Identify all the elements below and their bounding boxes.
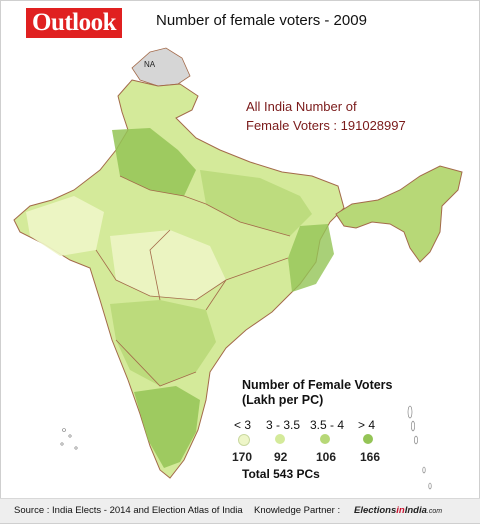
stat-line-1: All India Number of [246, 99, 357, 114]
legend-swatch-35to4 [320, 434, 330, 444]
state-boundaries [95, 175, 291, 387]
india-map [13, 47, 463, 490]
legend-label-gt4: > 4 [358, 418, 376, 432]
legend-swatch-3to35 [275, 434, 285, 444]
source-text: Source : India Elects - 2014 and Electio… [14, 505, 243, 516]
legend-title-line-1: Number of Female Voters [242, 378, 393, 392]
region-north-dense [112, 128, 196, 196]
legend-label-lt3: < 3 [234, 418, 252, 432]
na-label: NA [144, 60, 156, 69]
page-title: Number of female voters - 2009 [156, 12, 367, 29]
legend-swatch-gt4 [363, 434, 373, 444]
knowledge-partner-label: Knowledge Partner : [254, 505, 341, 516]
legend-title: Number of Female Voters (Lakh per PC) [242, 378, 393, 408]
brand-part-india: India [404, 505, 427, 516]
all-india-statistic: All India Number of Female Voters : 1910… [246, 97, 406, 135]
brand-part-elections: Elections [354, 505, 397, 516]
region-deccan [110, 300, 216, 386]
region-west-light [26, 196, 104, 256]
legend-swatch-lt3 [238, 434, 250, 446]
region-east [288, 224, 334, 292]
legend-count-gt4: 166 [360, 450, 381, 464]
legend-label-35to4: 3.5 - 4 [310, 418, 345, 432]
brand-part-in: in [396, 505, 405, 516]
region-south [134, 386, 200, 468]
andaman-islands [407, 405, 432, 490]
outlook-logo: Outlook [26, 8, 123, 38]
legend-label-3to35: 3 - 3.5 [266, 418, 301, 432]
lakshadweep-islands [60, 428, 78, 450]
na-region [131, 47, 191, 87]
stat-line-2: Female Voters : 191028997 [246, 118, 406, 133]
northeast-india [335, 165, 463, 263]
region-central-light [110, 230, 226, 300]
brand-part-dotcom: .com [426, 508, 443, 515]
legend-count-lt3: 170 [232, 450, 253, 464]
source-footer: Source : India Elects - 2014 and Electio… [0, 498, 480, 523]
legend-count-35to4: 106 [316, 450, 337, 464]
legend-title-line-2: (Lakh per PC) [242, 393, 324, 407]
legend-count-3to35: 92 [274, 450, 288, 464]
region-gangetic [200, 170, 312, 236]
elections-in-india-logo: ElectionsinIndia.com [354, 499, 442, 524]
legend-total: Total 543 PCs [242, 467, 320, 481]
